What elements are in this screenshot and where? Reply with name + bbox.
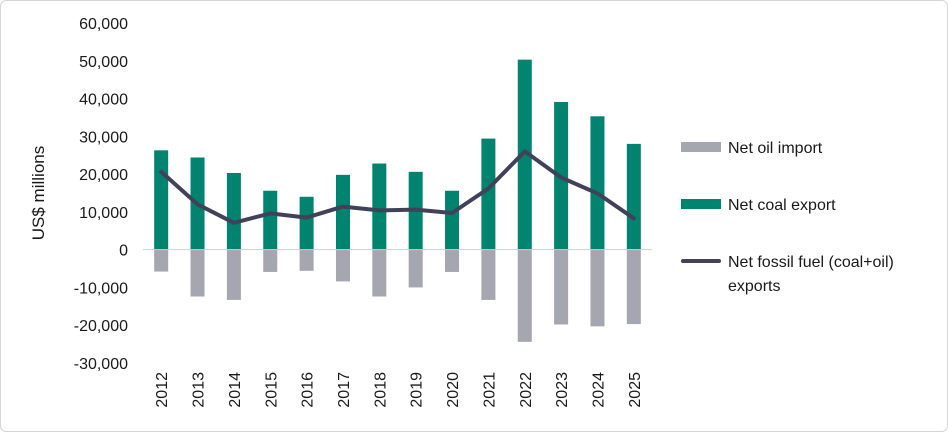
x-tick-2024: 2024 xyxy=(590,372,607,408)
fossil-fuel-point-2018 xyxy=(378,209,380,211)
coal-bar-2022 xyxy=(517,59,532,250)
x-tick-2012: 2012 xyxy=(154,372,171,408)
fossil-fuel-line xyxy=(159,149,636,225)
x-tick-2014: 2014 xyxy=(227,372,244,408)
oil-bar-2019 xyxy=(408,249,423,288)
legend-label-line-1: Net fossil fuel (coal+oil) xyxy=(728,254,894,271)
legend-label-coal: Net coal export xyxy=(728,197,836,214)
fossil-fuel-point-2013 xyxy=(197,203,199,205)
oil-bar-2025 xyxy=(626,249,641,325)
oil-bar-2013 xyxy=(190,249,205,297)
legend: Net oil import Net coal export Net fossil … xyxy=(681,140,894,295)
oil-bar-2022 xyxy=(517,249,532,342)
oil-bar-2024 xyxy=(590,249,605,327)
oil-import-bars xyxy=(154,249,641,342)
y-tick-10000: 10,000 xyxy=(79,205,128,222)
y-tick-0: 0 xyxy=(119,243,128,260)
fossil-fuel-point-2022 xyxy=(524,150,526,152)
oil-bar-2018 xyxy=(372,249,387,297)
y-tick--30000: -30,000 xyxy=(74,356,128,373)
x-tick-2021: 2021 xyxy=(481,372,498,408)
oil-bar-2023 xyxy=(554,249,569,325)
x-tick-2013: 2013 xyxy=(191,372,208,408)
x-tick-2023: 2023 xyxy=(554,372,571,408)
oil-bar-2020 xyxy=(445,249,460,272)
oil-bar-2012 xyxy=(154,249,169,272)
oil-bar-2016 xyxy=(299,249,314,271)
fossil-fuel-point-2017 xyxy=(342,206,344,208)
coal-bar-2014 xyxy=(226,172,241,250)
coal-bar-2012 xyxy=(154,150,169,250)
x-tick-2015: 2015 xyxy=(263,372,280,408)
fossil-fuel-point-2019 xyxy=(415,209,417,211)
coal-bar-2025 xyxy=(626,143,641,250)
fossil-fuel-point-2025 xyxy=(633,217,635,219)
legend-label-oil: Net oil import xyxy=(728,140,823,157)
fossil-fuel-point-2012 xyxy=(160,171,162,173)
coal-bar-2015 xyxy=(263,190,278,250)
coal-bar-2018 xyxy=(372,163,387,250)
x-tick-2016: 2016 xyxy=(300,372,317,408)
fossil-fuel-point-2020 xyxy=(451,212,453,214)
x-tick-2017: 2017 xyxy=(336,372,353,408)
y-tick--10000: -10,000 xyxy=(74,280,128,297)
x-tick-2018: 2018 xyxy=(372,372,389,408)
fossil-fuel-point-2015 xyxy=(269,212,271,214)
y-axis-title: US$ millions xyxy=(29,146,48,240)
legend-swatch-coal xyxy=(681,199,721,209)
fossil-fuel-line-path xyxy=(159,149,636,225)
coal-bar-2016 xyxy=(299,196,314,250)
y-tick-60000: 60,000 xyxy=(79,16,128,33)
fossil-fuel-point-2016 xyxy=(306,217,308,219)
x-tick-2022: 2022 xyxy=(518,372,535,408)
x-tick-2020: 2020 xyxy=(445,372,462,408)
coal-bar-2020 xyxy=(445,190,460,250)
oil-bar-2021 xyxy=(481,249,496,300)
coal-bar-2017 xyxy=(335,174,350,250)
fossil-fuel-point-2023 xyxy=(560,177,562,179)
oil-bar-2017 xyxy=(335,249,350,282)
legend-label-line-2: exports xyxy=(728,278,780,295)
y-tick-40000: 40,000 xyxy=(79,92,128,109)
oil-bar-2014 xyxy=(226,249,241,300)
coal-bar-2024 xyxy=(590,116,605,250)
x-tick-2025: 2025 xyxy=(627,372,644,408)
coal-bar-2021 xyxy=(481,138,496,250)
fossil-fuel-point-2021 xyxy=(487,187,489,189)
oil-bar-2015 xyxy=(263,249,278,272)
fossil-fuel-point-2024 xyxy=(596,192,598,194)
x-tick-labels: 2012 2013 2014 2015 2016 2017 2018 2019 2020 2021… xyxy=(154,372,644,408)
x-tick-2019: 2019 xyxy=(409,372,426,408)
y-axis-label: US$ millions xyxy=(29,146,48,240)
y-tick-50000: 50,000 xyxy=(79,54,128,71)
y-tick-labels: -30,000 -20,000 -10,000 0 10,000 20,000 30,000… xyxy=(74,16,128,373)
legend-swatch-oil xyxy=(681,142,721,152)
y-tick--20000: -20,000 xyxy=(74,318,128,335)
y-tick-30000: 30,000 xyxy=(79,129,128,146)
y-tick-20000: 20,000 xyxy=(79,167,128,184)
fossil-fuel-point-2014 xyxy=(233,222,235,224)
